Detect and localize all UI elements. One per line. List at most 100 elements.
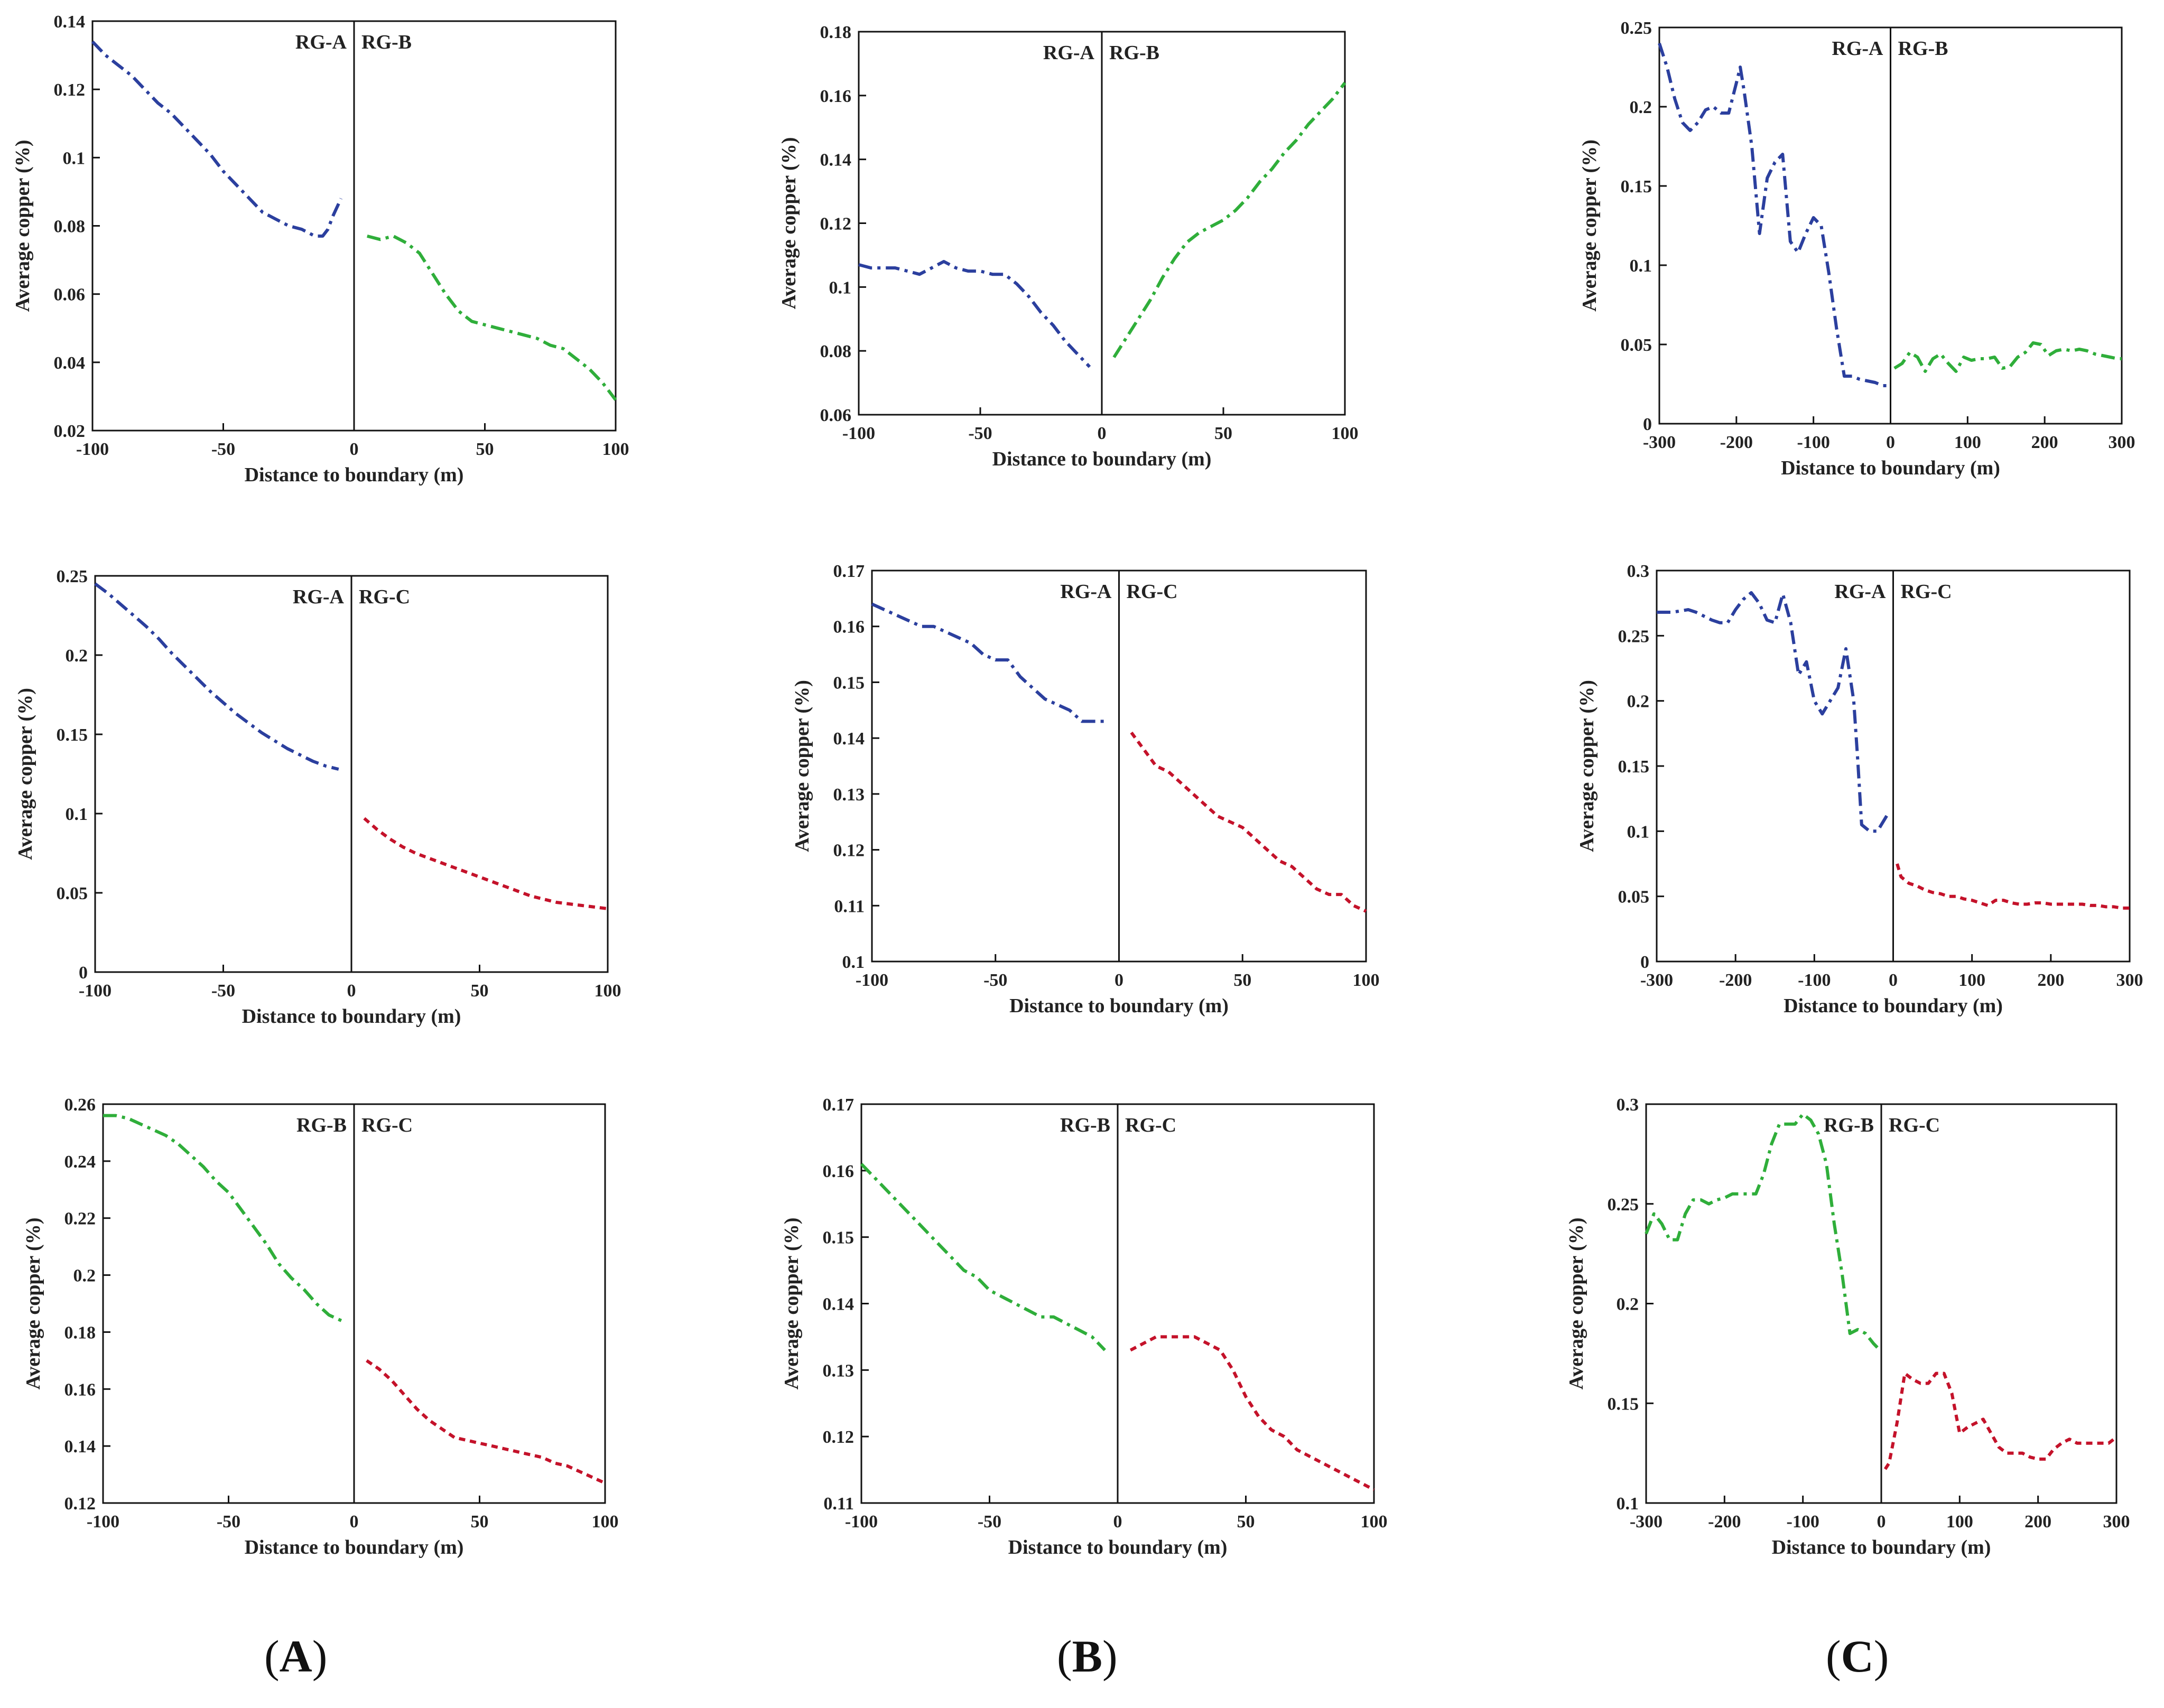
series-line-red	[1896, 863, 2130, 910]
y-tick-label: 0.12	[833, 841, 865, 861]
y-tick-label: 0	[1643, 415, 1652, 434]
y-tick-label: 0.18	[64, 1323, 96, 1342]
y-tick-label: 0.1	[1617, 1494, 1639, 1514]
x-tick-label: -200	[1708, 1512, 1741, 1532]
plot-frame	[1656, 570, 2131, 963]
y-tick-label: 0.1	[829, 278, 852, 297]
y-tick-label: 0.16	[820, 87, 852, 106]
series-line-blue	[91, 40, 343, 238]
y-tick-label: 0.05	[1621, 335, 1652, 355]
x-tick-label: 100	[1353, 970, 1380, 990]
region-label-left: RG-A	[1834, 581, 1886, 603]
y-tick-label: 0.24	[64, 1152, 96, 1172]
y-tick-label: 0	[1640, 953, 1649, 972]
y-tick-label: 0.05	[57, 884, 88, 903]
x-axis-label: Distance to boundary (m)	[1781, 457, 2000, 479]
region-label-right: RG-C	[1127, 581, 1178, 603]
series-line-green	[1112, 81, 1346, 358]
series-line-blue	[94, 582, 339, 771]
x-axis-label: Distance to boundary (m)	[245, 1536, 464, 1558]
y-tick-label: 0.14	[54, 12, 86, 32]
x-tick-label: 100	[1946, 1512, 1973, 1532]
x-tick-label: -300	[1630, 1512, 1663, 1532]
y-tick-label: 0.17	[823, 1095, 855, 1115]
x-tick-label: 0	[1113, 1512, 1122, 1532]
y-tick-label: 0.1	[1627, 822, 1650, 842]
y-tick-label: 0.06	[54, 285, 86, 305]
region-label-right: RG-C	[1125, 1114, 1176, 1136]
x-axis-label: Distance to boundary (m)	[245, 464, 464, 486]
region-label-left: RG-A	[295, 31, 347, 53]
x-tick-label: 200	[2031, 433, 2058, 452]
x-tick-label: 0	[1114, 970, 1123, 990]
series-line-red	[363, 817, 608, 910]
region-label-left: RG-A	[293, 586, 345, 608]
x-axis-label: Distance to boundary (m)	[242, 1005, 461, 1028]
y-tick-label: 0.25	[1621, 18, 1652, 38]
series-line-red	[1883, 1371, 2117, 1470]
y-tick-label: 0.12	[820, 214, 852, 234]
y-tick-label: 0.04	[54, 353, 86, 373]
y-tick-label: 0.15	[833, 673, 865, 693]
region-label-right: RG-B	[1898, 38, 1948, 60]
y-tick-label: 0.25	[57, 567, 88, 586]
y-tick-label: 0.2	[66, 646, 88, 666]
x-tick-label: 0	[350, 1512, 359, 1532]
y-tick-label: 0.1	[63, 148, 86, 168]
y-tick-label: 0.05	[1618, 888, 1650, 907]
x-axis-label: Distance to boundary (m)	[1784, 995, 2003, 1017]
y-tick-label: 0.13	[823, 1361, 855, 1380]
x-tick-label: -50	[983, 970, 1007, 990]
y-tick-label: 0.14	[820, 151, 852, 170]
plot-frame	[91, 20, 617, 432]
series-line-green	[860, 1163, 1106, 1351]
y-tick-label: 0.02	[54, 422, 86, 441]
y-axis-label: Average copper (%)	[778, 137, 800, 310]
x-tick-label: -100	[1797, 433, 1830, 452]
x-tick-label: 50	[471, 981, 489, 1001]
x-tick-label: 300	[2116, 970, 2143, 990]
x-tick-label: 100	[1954, 433, 1981, 452]
y-tick-label: 0.08	[54, 217, 86, 237]
series-line-red	[366, 1359, 606, 1485]
x-tick-label: 0	[1098, 424, 1107, 443]
series-line-blue	[1657, 591, 1891, 833]
y-tick-label: 0.1	[1630, 256, 1652, 276]
y-tick-label: 0.17	[833, 562, 865, 581]
x-axis-label: Distance to boundary (m)	[1009, 995, 1229, 1017]
x-tick-label: -100	[87, 1512, 119, 1532]
region-label-right: RG-B	[361, 31, 412, 53]
x-tick-label: -300	[1640, 970, 1673, 990]
x-tick-label: -50	[968, 424, 992, 443]
x-tick-label: 0	[1877, 1512, 1886, 1532]
y-tick-label: 0.15	[1608, 1394, 1639, 1414]
x-tick-label: 100	[595, 981, 621, 1001]
series-line-green	[1645, 1112, 1879, 1349]
y-tick-label: 0.1	[66, 805, 88, 824]
x-axis-label: Distance to boundary (m)	[1772, 1536, 1991, 1558]
y-tick-label: 0.06	[820, 406, 852, 425]
x-tick-label: 50	[471, 1512, 489, 1532]
region-label-right: RG-C	[1889, 1114, 1940, 1136]
y-tick-label: 0.16	[833, 618, 865, 637]
figure-label-b: (B)	[1057, 1631, 1118, 1682]
y-tick-label: 0.12	[823, 1427, 855, 1447]
y-tick-label: 0.14	[833, 729, 865, 749]
series-line-green	[1893, 341, 2122, 373]
series-line-green	[367, 234, 617, 401]
y-tick-label: 0.16	[823, 1162, 855, 1181]
x-tick-label: -100	[845, 1512, 878, 1532]
y-tick-label: 0.15	[1621, 177, 1652, 197]
y-tick-label: 0.1	[842, 953, 865, 972]
region-label-left: RG-A	[1832, 38, 1883, 60]
y-axis-label: Average copper (%)	[1576, 680, 1598, 852]
plot-frame	[1645, 1103, 2117, 1504]
plot-frame	[858, 31, 1346, 416]
figure-label-c: (C)	[1826, 1631, 1889, 1682]
y-tick-label: 0.3	[1627, 562, 1650, 581]
plot-frame	[860, 1103, 1375, 1504]
plot-frame	[1658, 26, 2123, 425]
